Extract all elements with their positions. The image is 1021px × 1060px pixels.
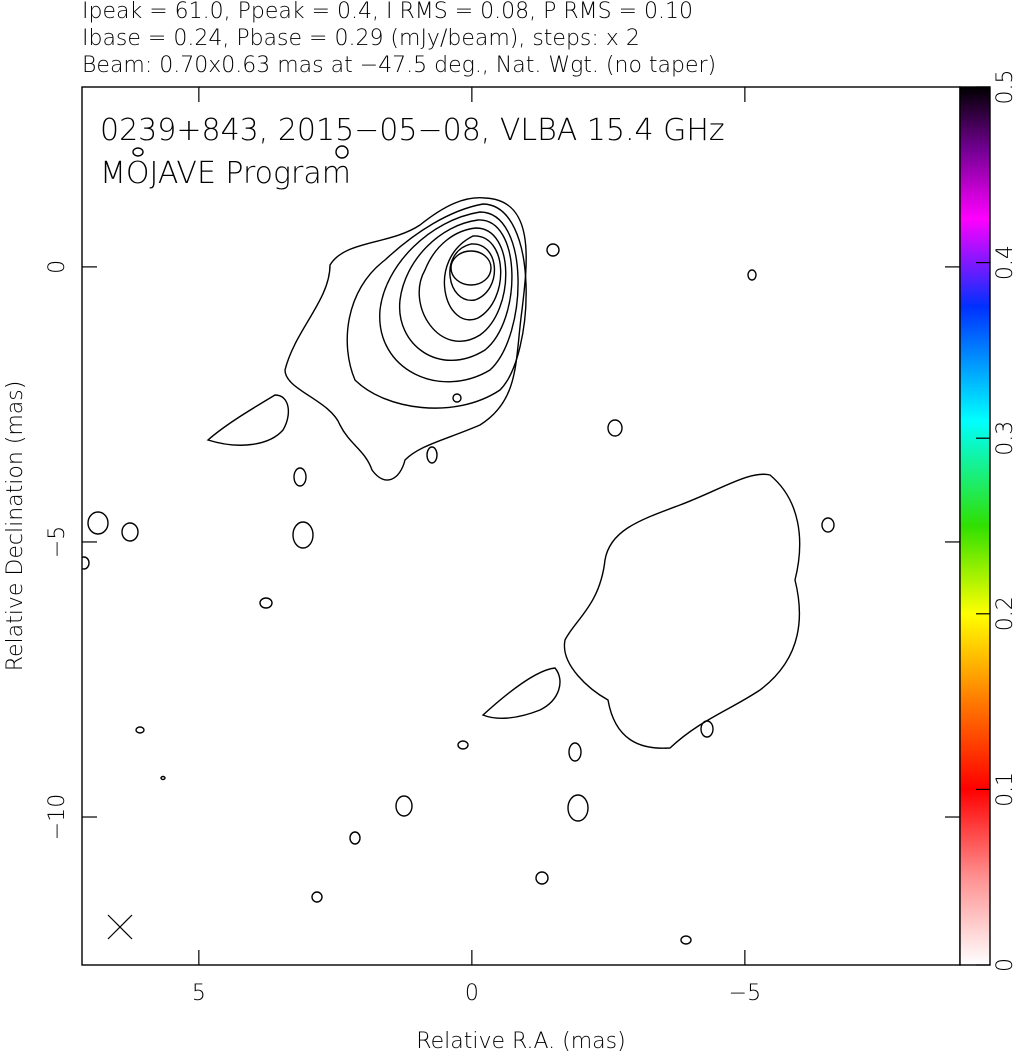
contours bbox=[82, 145, 835, 945]
header-line: Ipeak = 61.0, Ppeak = 0.4, I RMS = 0.08,… bbox=[82, 0, 693, 24]
y-tick-label: −5 bbox=[45, 526, 70, 558]
beam-marker bbox=[107, 914, 133, 940]
chart-subtitle: MOJAVE Program bbox=[100, 156, 351, 191]
colorbar-tick-label: 0.2 bbox=[993, 596, 1018, 631]
plot-frame bbox=[81, 86, 961, 966]
colorbar-tick-label: 0.3 bbox=[993, 421, 1018, 456]
x-tick-label: −5 bbox=[729, 981, 761, 1006]
x-tick-label: 5 bbox=[192, 981, 206, 1006]
y-tick-label: −10 bbox=[45, 794, 70, 840]
y-axis-label: Relative Declination (mas) bbox=[3, 381, 28, 672]
colorbar bbox=[959, 86, 991, 966]
header-line: Ibase = 0.24, Pbase = 0.29 (mJy/beam), s… bbox=[82, 26, 640, 51]
chart-title: 0239+843, 2015−05−08, VLBA 15.4 GHz bbox=[100, 113, 725, 148]
header-line: Beam: 0.70x0.63 mas at −47.5 deg., Nat. … bbox=[82, 53, 716, 78]
colorbar-tick-label: 0.5 bbox=[993, 70, 1018, 105]
x-axis-label: Relative R.A. (mas) bbox=[416, 1029, 625, 1054]
colorbar-tick-label: 0 bbox=[993, 958, 1018, 972]
colorbar-tick-label: 0.1 bbox=[993, 772, 1018, 807]
x-tick-label: 0 bbox=[465, 981, 479, 1006]
colorbar-tick-label: 0.4 bbox=[993, 245, 1018, 280]
y-tick-label: 0 bbox=[45, 260, 70, 274]
